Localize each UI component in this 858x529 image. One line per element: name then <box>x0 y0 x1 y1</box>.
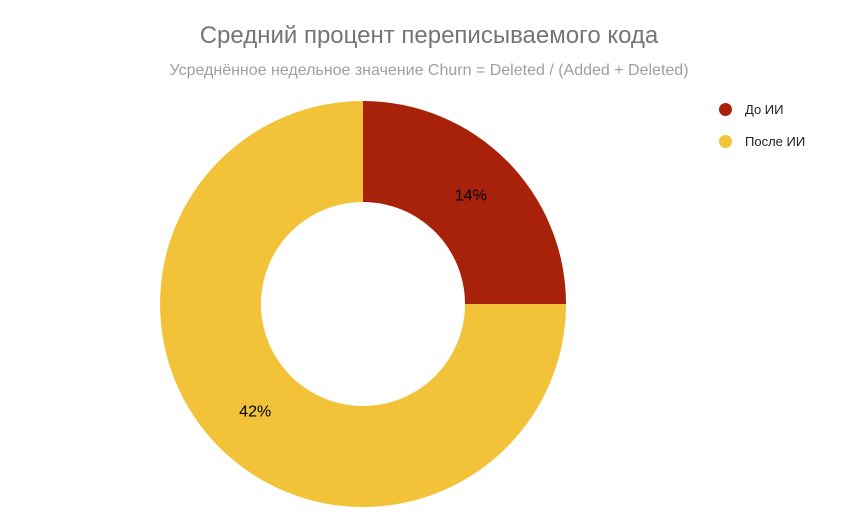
legend-swatch-before-ai <box>719 103 732 116</box>
legend-item-before-ai: До ИИ <box>719 99 805 120</box>
legend-label-before-ai: До ИИ <box>745 102 784 117</box>
donut-slice-2 <box>160 101 566 507</box>
chart-legend: До ИИ После ИИ <box>719 99 805 163</box>
legend-item-after-ai: После ИИ <box>719 131 805 152</box>
donut-chart: 14% 42% <box>160 101 566 507</box>
donut-slice-1 <box>363 101 566 304</box>
slice-value-label-1: 14% <box>455 188 487 205</box>
legend-swatch-after-ai <box>719 135 732 148</box>
chart-subtitle: Усреднённое недельное значение Churn = D… <box>169 62 689 79</box>
legend-label-after-ai: После ИИ <box>745 134 806 149</box>
slice-value-label-2: 42% <box>239 403 271 420</box>
chart-title: Средний процент переписываемого кода <box>199 22 659 49</box>
